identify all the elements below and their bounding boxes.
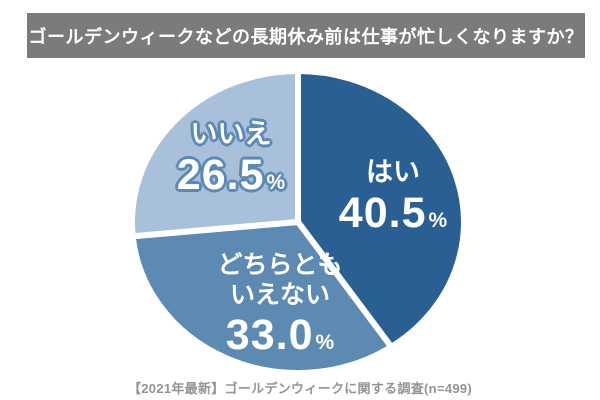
slice-percent-yes: 40.5 <box>338 189 427 237</box>
slice-label-no: いいえ 26.5% <box>141 118 321 208</box>
question-title-bar: ゴールデンウィークなどの長期休み前は仕事が忙しくなりますか？ <box>27 13 585 58</box>
percent-sign-no: % <box>266 171 286 194</box>
pie-slice-yes <box>295 68 467 350</box>
pie-slice-no <box>129 68 301 240</box>
slice-label-yes: はい 40.5% <box>303 156 483 246</box>
percent-sign-neither: % <box>315 331 335 354</box>
pie-slice-neither <box>129 219 395 376</box>
slice-name-neither-line2: いえない <box>229 281 330 309</box>
percent-sign-yes: % <box>428 209 448 232</box>
slice-percent-neither: 33.0 <box>225 311 314 359</box>
slice-label-neither: どちらとも いえない 33.0% <box>190 250 370 368</box>
source-caption: 【2021年最新】ゴールデンウィークに関する調査(n=499) <box>127 381 473 396</box>
slice-value-no: 26.5% <box>141 150 321 208</box>
slice-percent-no: 26.5 <box>176 151 265 199</box>
slice-name-neither-line1: どちらとも <box>217 251 343 279</box>
question-title: ゴールデンウィークなどの長期休み前は仕事が忙しくなりますか？ <box>28 26 584 47</box>
slice-name-yes: はい <box>366 157 420 187</box>
slice-value-neither: 33.0% <box>190 310 370 368</box>
slice-name-no: いいえ <box>190 119 272 149</box>
slice-value-yes: 40.5% <box>303 188 483 246</box>
